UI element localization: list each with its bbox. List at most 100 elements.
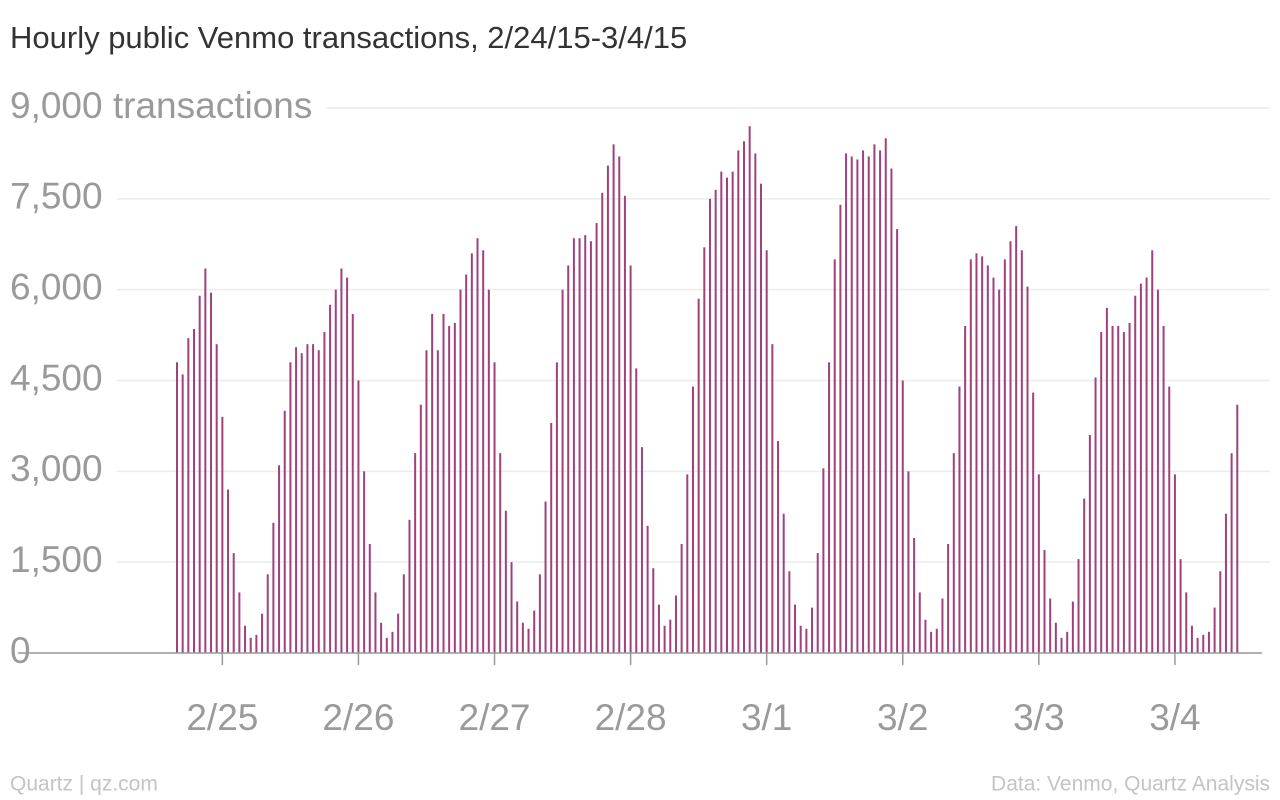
bar [708, 198, 711, 654]
bar [674, 595, 677, 653]
bar [618, 156, 621, 653]
bar [1003, 259, 1006, 653]
bar [578, 238, 581, 653]
bar [816, 553, 819, 653]
bar [363, 471, 366, 653]
bar [890, 168, 893, 654]
bar [1049, 598, 1052, 653]
bar [448, 326, 451, 653]
bar [465, 274, 468, 653]
bar [1083, 498, 1086, 653]
bar [884, 138, 887, 653]
bar [181, 374, 184, 653]
bar [198, 295, 201, 653]
bar [737, 150, 740, 653]
x-tick-label: 3/2 [877, 697, 928, 738]
x-tick-label: 2/25 [186, 697, 258, 738]
bar [283, 410, 286, 653]
bar [867, 156, 870, 653]
y-tick-label: 7,500 [10, 176, 103, 217]
bar [760, 183, 763, 653]
bar [998, 289, 1001, 653]
bar [261, 613, 264, 653]
bar [1162, 326, 1165, 653]
bar [272, 522, 275, 653]
bar [329, 304, 332, 653]
x-tick-label: 2/27 [459, 697, 531, 738]
bar [601, 192, 604, 653]
bar [1009, 241, 1012, 653]
bar [1173, 474, 1176, 653]
bar [504, 510, 507, 653]
bar [969, 259, 972, 653]
bar [249, 637, 252, 653]
bar [1128, 322, 1131, 653]
bar [232, 553, 235, 653]
bar [227, 489, 230, 653]
bar [584, 235, 587, 653]
bar [799, 625, 802, 653]
bar [629, 265, 632, 653]
bar [794, 604, 797, 653]
bar [1015, 226, 1018, 654]
x-tick-label: 3/3 [1013, 697, 1064, 738]
bar [476, 238, 479, 653]
bar [862, 150, 865, 653]
bar [901, 380, 904, 653]
bar [266, 574, 269, 653]
bar [828, 362, 831, 653]
bar [1111, 326, 1114, 653]
bar [981, 256, 984, 653]
bar [306, 344, 309, 653]
bar [907, 471, 910, 653]
bar [1213, 607, 1216, 653]
bar [1139, 283, 1142, 653]
bar [567, 265, 570, 653]
source-left: Quartz | qz.com [10, 773, 158, 796]
bar [782, 513, 785, 653]
bar [380, 622, 383, 653]
bar [357, 380, 360, 653]
bar [419, 404, 422, 653]
bar [527, 628, 530, 653]
bar [839, 204, 842, 653]
bar [833, 259, 836, 653]
bar [669, 619, 672, 653]
bar [606, 165, 609, 653]
bar [680, 544, 683, 653]
bar [538, 574, 541, 653]
x-tick-label: 2/28 [595, 697, 667, 738]
bar [697, 298, 700, 653]
bar [924, 619, 927, 653]
bar [374, 592, 377, 653]
bar [1026, 286, 1029, 653]
source-right: Data: Venmo, Quartz Analysis [991, 773, 1270, 796]
bar [210, 292, 213, 653]
bar [947, 544, 950, 653]
bar [215, 344, 218, 653]
bar [176, 362, 178, 653]
bar [1088, 435, 1091, 653]
bar [1151, 250, 1154, 654]
bar [1037, 474, 1040, 653]
bar [1168, 386, 1171, 653]
bar [589, 241, 592, 653]
bar [1196, 637, 1199, 653]
bar [1122, 332, 1125, 653]
bar [1224, 513, 1227, 653]
bar [691, 386, 694, 653]
bar [1020, 250, 1023, 654]
bar [952, 453, 955, 653]
bar [533, 610, 536, 653]
bar [918, 592, 921, 653]
bar [873, 144, 876, 654]
bar [1060, 637, 1063, 653]
bar [295, 347, 298, 653]
bar [238, 592, 241, 653]
bar [850, 156, 853, 653]
bar [323, 332, 326, 653]
bar [1230, 453, 1233, 653]
bar [975, 253, 978, 654]
x-tick-label: 3/1 [741, 697, 792, 738]
bar [714, 189, 717, 653]
